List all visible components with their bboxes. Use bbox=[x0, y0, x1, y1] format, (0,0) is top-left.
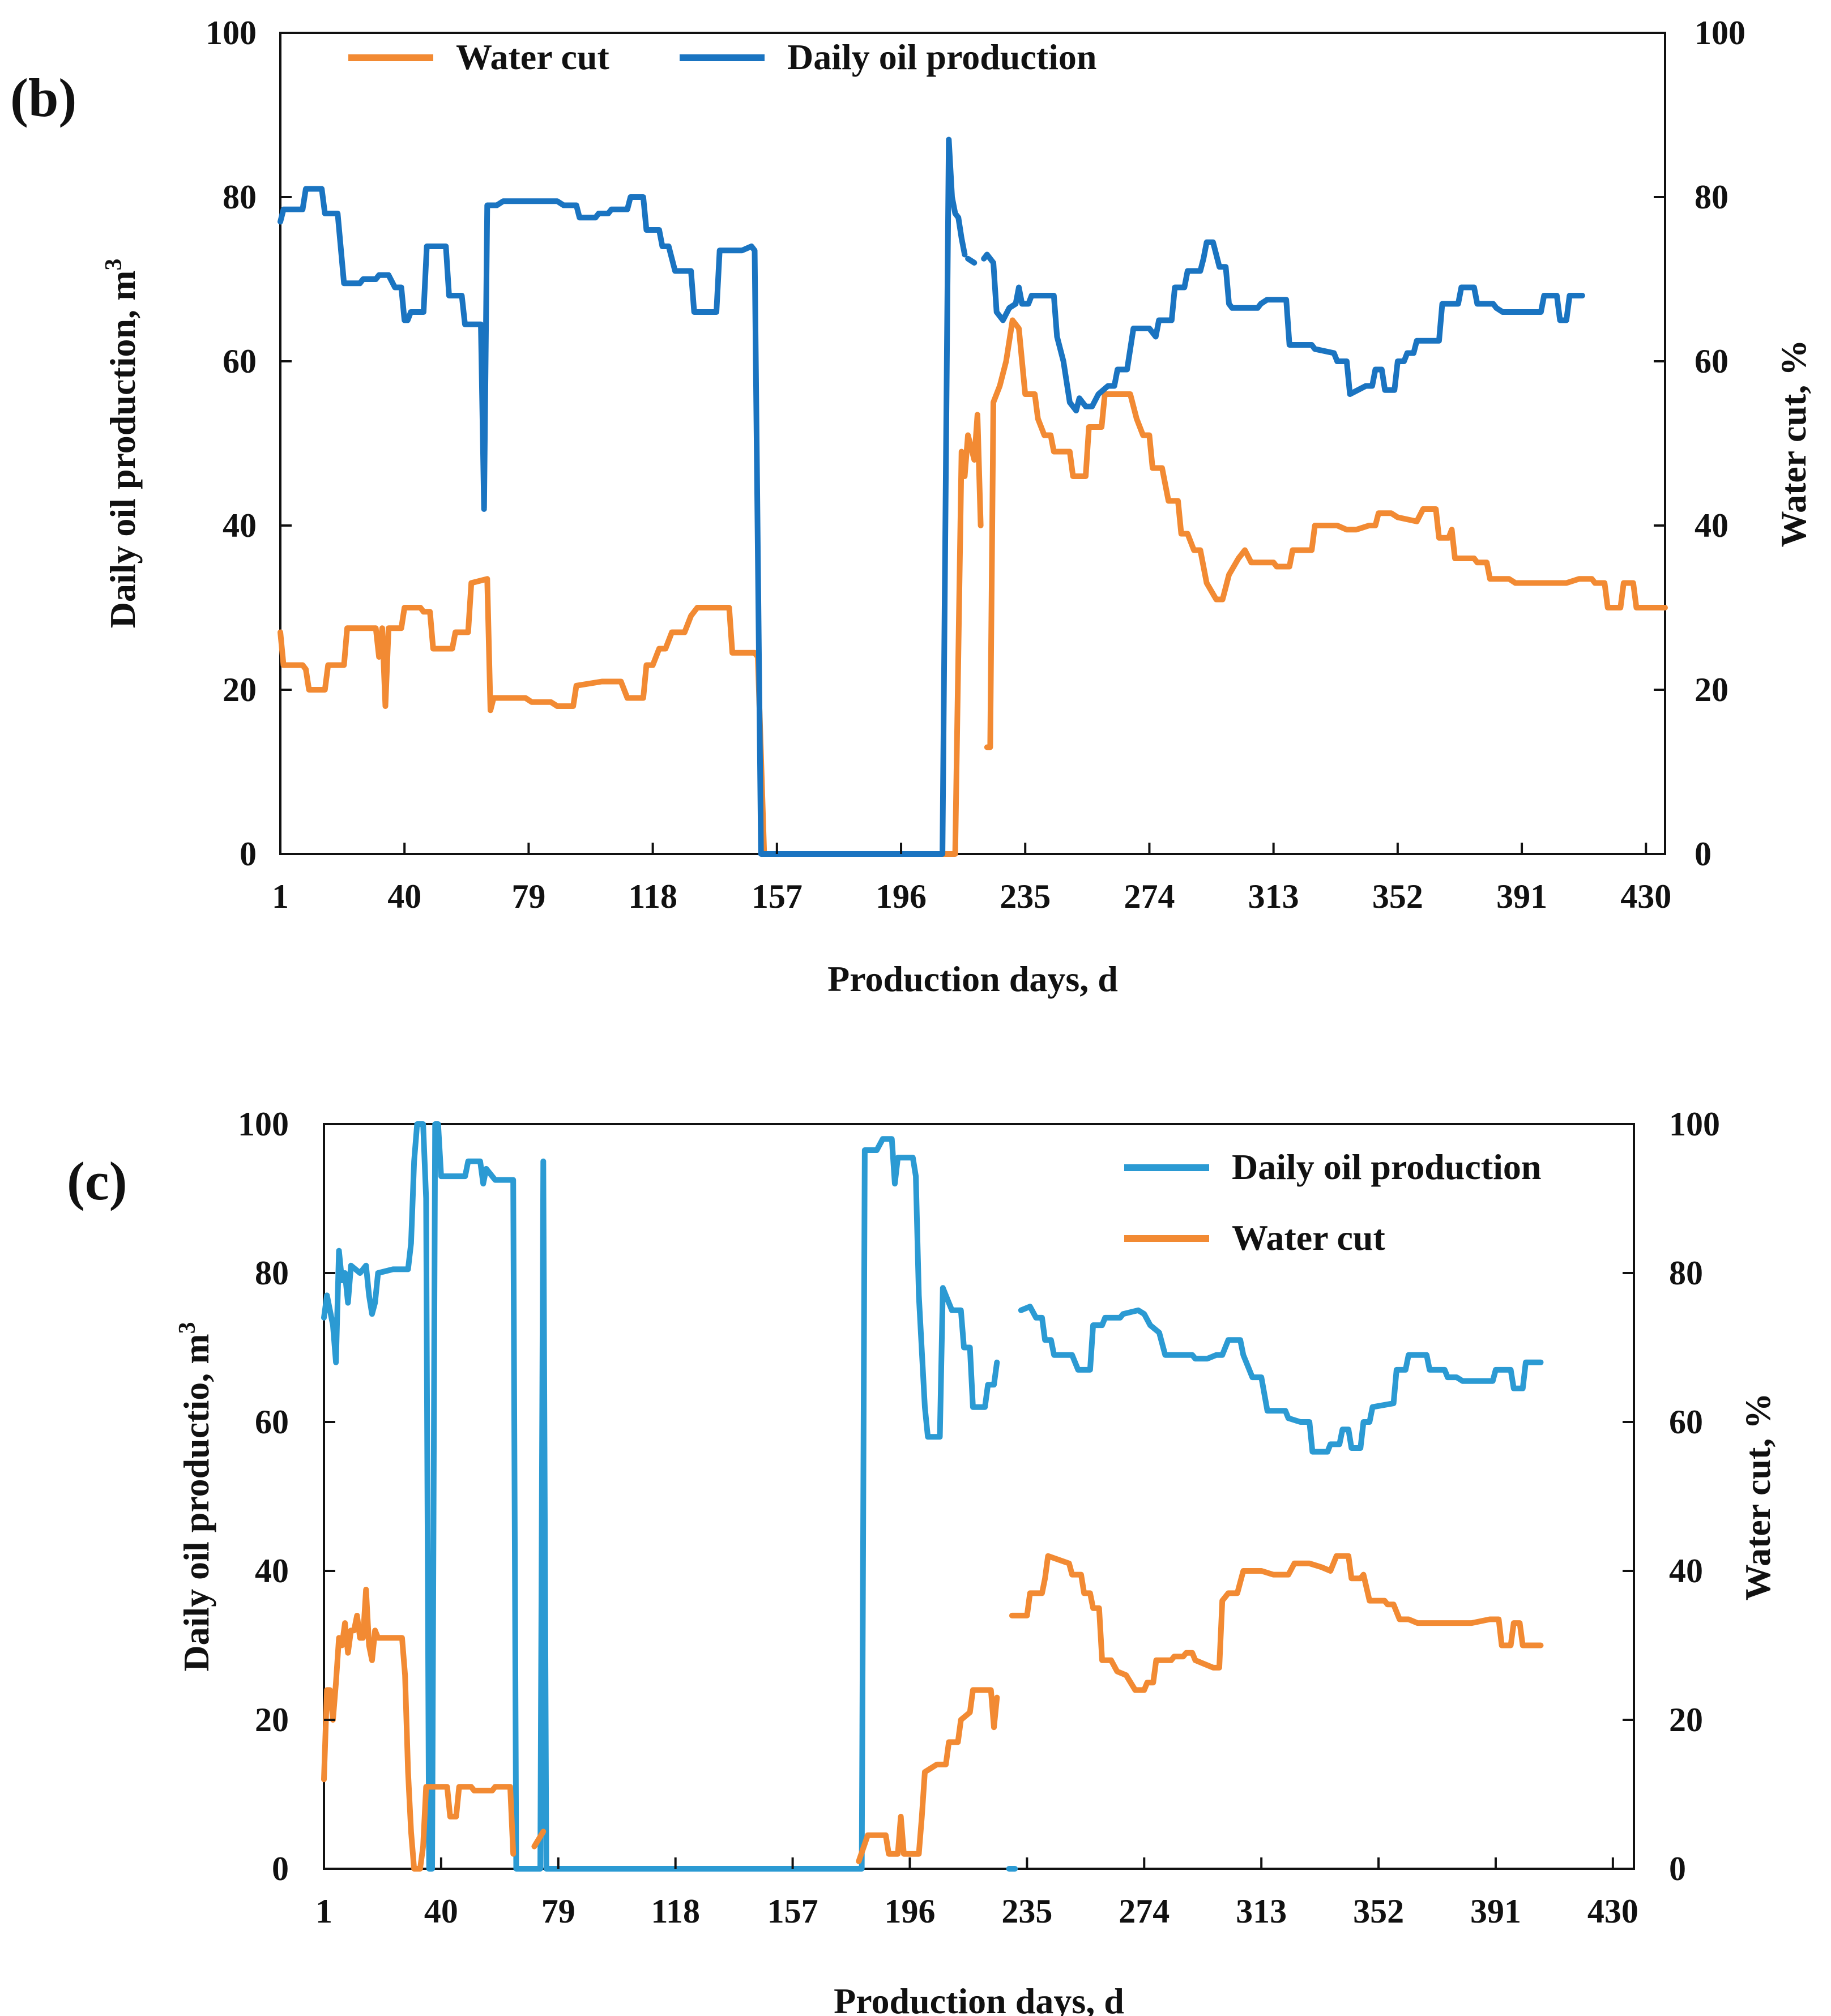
legend-label: Water cut bbox=[1232, 1218, 1385, 1258]
series-line-c-water-cut-0 bbox=[321, 1586, 517, 1872]
x-tick-label: 352 bbox=[1372, 878, 1423, 915]
x-tick-label: 235 bbox=[1001, 1893, 1052, 1930]
x-tick-label: 352 bbox=[1353, 1893, 1404, 1930]
x-tick-label: 313 bbox=[1248, 878, 1299, 915]
y-left-tick-label: 100 bbox=[238, 1105, 289, 1143]
y-left-tick-label: 40 bbox=[255, 1552, 289, 1590]
y-right-axis-title: Water cut, % bbox=[1738, 1393, 1778, 1601]
y-right-tick-label: 60 bbox=[1695, 343, 1728, 380]
y-right-tick-label: 20 bbox=[1669, 1701, 1703, 1739]
y-left-tick-label: 60 bbox=[223, 343, 257, 380]
x-tick-label: 40 bbox=[424, 1893, 458, 1930]
y-right-tick-label: 80 bbox=[1669, 1254, 1703, 1292]
y-right-tick-label: 60 bbox=[1669, 1403, 1703, 1441]
y-right-tick-label: 100 bbox=[1669, 1105, 1720, 1143]
legend-label: Daily oil production bbox=[787, 37, 1096, 77]
panel-label: (b) bbox=[10, 67, 76, 128]
y-left-axis-title-text: Daily oil productio, m bbox=[176, 1334, 216, 1671]
y-left-tick-label: 0 bbox=[240, 835, 257, 873]
x-axis-title: Production days, d bbox=[834, 1981, 1124, 2016]
x-tick-label: 196 bbox=[884, 1893, 935, 1930]
y-right-tick-label: 80 bbox=[1695, 178, 1728, 216]
series-line-b-water-cut-0 bbox=[278, 412, 984, 857]
series-line-b-daily-oil-production-0 bbox=[278, 136, 968, 857]
legend-label: Water cut bbox=[456, 37, 609, 77]
y-left-tick-label: 80 bbox=[255, 1254, 289, 1292]
y-left-axis-title: Daily oil production, m3 bbox=[101, 259, 143, 629]
y-left-axis-title-superscript: 3 bbox=[101, 259, 127, 271]
x-tick-label: 313 bbox=[1236, 1893, 1287, 1930]
series-line-c-daily-oil-production-0 bbox=[321, 1121, 1000, 1872]
x-tick-label: 40 bbox=[387, 878, 421, 915]
panel-label: (c) bbox=[67, 1151, 127, 1211]
x-tick-label: 157 bbox=[767, 1893, 818, 1930]
y-right-tick-label: 100 bbox=[1695, 14, 1745, 52]
x-tick-label: 79 bbox=[511, 878, 545, 915]
y-right-tick-label: 20 bbox=[1695, 671, 1728, 708]
y-right-tick-label: 40 bbox=[1695, 507, 1728, 544]
x-axis-title: Production days, d bbox=[827, 959, 1118, 999]
x-tick-label: 196 bbox=[876, 878, 927, 915]
series-line-c-water-cut-2 bbox=[856, 1687, 1000, 1864]
x-tick-label: 235 bbox=[1000, 878, 1051, 915]
y-left-tick-label: 20 bbox=[255, 1701, 289, 1739]
series-line-b-daily-oil-production-1 bbox=[965, 255, 978, 266]
y-left-axis-title: Daily oil productio, m3 bbox=[174, 1322, 216, 1671]
chart-panel-c: 1 40 79 118 157 196 235 274 313 352 391 430 0 20 40 60 8… bbox=[67, 1105, 1778, 2016]
y-right-axis-title: Water cut, % bbox=[1773, 340, 1813, 548]
series-line-c-water-cut-3 bbox=[1009, 1553, 1544, 1693]
x-tick-label: 274 bbox=[1124, 878, 1175, 915]
series-line-b-water-cut-1 bbox=[984, 317, 1668, 750]
x-tick-label: 391 bbox=[1470, 1893, 1521, 1930]
chart-panel-b: 1 40 79 118 157 196 235 274 313 352 391 430 0 20 40 60 8… bbox=[10, 14, 1813, 999]
y-left-tick-label: 60 bbox=[255, 1403, 289, 1441]
series-line-c-water-cut-1 bbox=[531, 1829, 547, 1850]
x-tick-label: 391 bbox=[1496, 878, 1547, 915]
plot-frame-b bbox=[279, 32, 1666, 855]
x-tick-label: 1 bbox=[315, 1893, 332, 1930]
y-left-axis-title-text: Daily oil production, m bbox=[103, 271, 143, 629]
y-right-tick-label: 40 bbox=[1669, 1552, 1703, 1590]
series-line-b-daily-oil-production-2 bbox=[981, 239, 1585, 413]
y-left-tick-label: 0 bbox=[272, 1850, 289, 1887]
x-tick-label: 430 bbox=[1587, 1893, 1638, 1930]
y-left-tick-label: 80 bbox=[223, 178, 257, 216]
x-tick-label: 79 bbox=[541, 1893, 575, 1930]
x-tick-label: 274 bbox=[1119, 1893, 1170, 1930]
x-tick-label: 1 bbox=[272, 878, 289, 915]
x-tick-label: 430 bbox=[1620, 878, 1671, 915]
y-left-axis-title-superscript: 3 bbox=[174, 1322, 200, 1334]
x-tick-label: 157 bbox=[752, 878, 803, 915]
y-left-tick-label: 40 bbox=[223, 507, 257, 544]
plot-frame-c bbox=[323, 1123, 1635, 1870]
y-right-tick-label: 0 bbox=[1695, 835, 1712, 873]
y-right-tick-label: 0 bbox=[1669, 1850, 1686, 1887]
legend-label: Daily oil production bbox=[1232, 1147, 1541, 1187]
x-tick-label: 118 bbox=[628, 878, 677, 915]
series-line-c-daily-oil-production-2 bbox=[1018, 1304, 1544, 1455]
y-left-tick-label: 100 bbox=[206, 14, 257, 52]
x-tick-label: 118 bbox=[651, 1893, 700, 1930]
y-left-tick-label: 20 bbox=[223, 671, 257, 708]
